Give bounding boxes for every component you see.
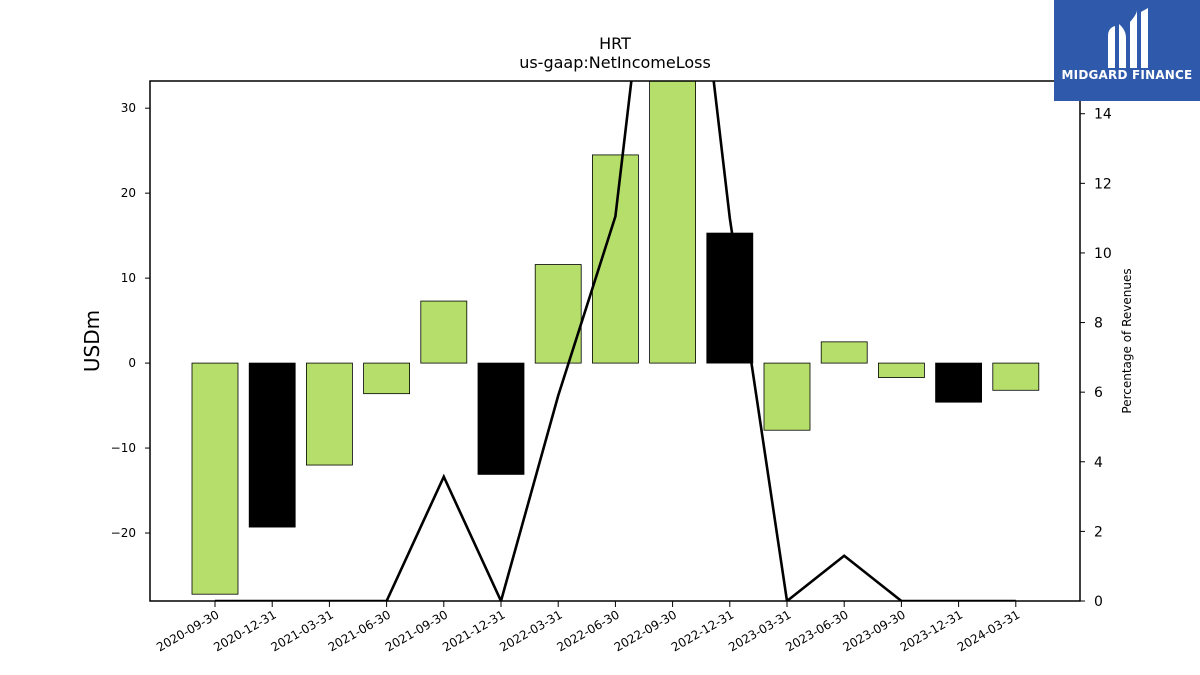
x-tick-label: 2020-12-31 xyxy=(211,607,278,654)
y-tick-label: 10 xyxy=(121,271,136,285)
y2-tick-label: 0 xyxy=(1094,594,1103,610)
x-tick-label: 2022-12-31 xyxy=(669,607,736,654)
x-tick-label: 2024-03-31 xyxy=(955,607,1022,654)
bar-2024-03-31 xyxy=(992,362,1040,391)
right-y-axis: 0 2 4 6 8 10 12 14 xyxy=(1080,107,1112,610)
x-tick-label: 2021-03-31 xyxy=(268,607,335,654)
y2-tick-label: 8 xyxy=(1094,316,1103,332)
x-tick-label: 2023-12-31 xyxy=(898,607,965,654)
y-tick-label: −10 xyxy=(111,441,136,455)
y2-axis-label: Percentage of Revenues xyxy=(1120,268,1134,413)
bar-2023-09-30 xyxy=(878,362,925,378)
x-axis: 2020-09-302020-12-312021-03-312021-06-30… xyxy=(154,601,1022,654)
bar-2022-12-31 xyxy=(706,232,754,364)
logo-text: MIDGARD FINANCE xyxy=(1061,68,1193,82)
bar-2022-09-30 xyxy=(649,81,696,364)
y-tick-label: −20 xyxy=(111,526,136,540)
y2-tick-label: 2 xyxy=(1094,524,1103,540)
y2-tick-label: 4 xyxy=(1094,455,1103,471)
y-tick-label: 20 xyxy=(121,186,136,200)
x-tick-label: 2021-09-30 xyxy=(383,607,450,654)
x-tick-label: 2022-03-31 xyxy=(497,607,564,654)
y2-tick-label: 6 xyxy=(1094,385,1103,401)
y-tick-label: 0 xyxy=(128,356,136,370)
x-tick-label: 2021-06-30 xyxy=(326,607,393,654)
x-tick-label: 2023-06-30 xyxy=(783,607,850,654)
y2-tick-label: 12 xyxy=(1094,176,1112,192)
left-y-axis: −20 −10 0 10 20 30 xyxy=(111,101,150,540)
y2-tick-label: 10 xyxy=(1094,246,1112,262)
bar-2020-09-30 xyxy=(191,362,239,595)
chart-subtitle: us-gaap:NetIncomeLoss xyxy=(519,53,711,72)
bar-2023-03-31 xyxy=(763,362,811,431)
midgard-logo-icon xyxy=(1108,8,1148,68)
bar-2021-03-31 xyxy=(305,362,353,466)
y-tick-label: 30 xyxy=(121,101,136,115)
percentage-line xyxy=(215,81,1016,601)
x-tick-label: 2022-09-30 xyxy=(612,607,679,654)
line-series xyxy=(215,81,1016,601)
x-tick-label: 2023-03-31 xyxy=(726,607,793,654)
bar-2020-12-31 xyxy=(248,362,296,528)
chart-title: HRT xyxy=(599,34,631,53)
x-tick-label: 2023-09-30 xyxy=(840,607,907,654)
x-tick-label: 2020-09-30 xyxy=(154,607,221,654)
y2-tick-label: 14 xyxy=(1094,107,1112,123)
bar-series xyxy=(191,81,1040,595)
bar-2022-06-30 xyxy=(592,154,639,364)
bar-2023-12-31 xyxy=(935,362,982,403)
bar-2021-12-31 xyxy=(477,362,525,475)
x-tick-label: 2022-06-30 xyxy=(554,607,621,654)
bar-2021-06-30 xyxy=(363,362,411,395)
bar-2021-09-30 xyxy=(420,300,468,364)
y-axis-label: USDm xyxy=(80,310,104,372)
midgard-finance-logo: MIDGARD FINANCE xyxy=(1054,0,1200,101)
x-tick-label: 2021-12-31 xyxy=(440,607,507,654)
bar-2023-06-30 xyxy=(820,341,868,364)
